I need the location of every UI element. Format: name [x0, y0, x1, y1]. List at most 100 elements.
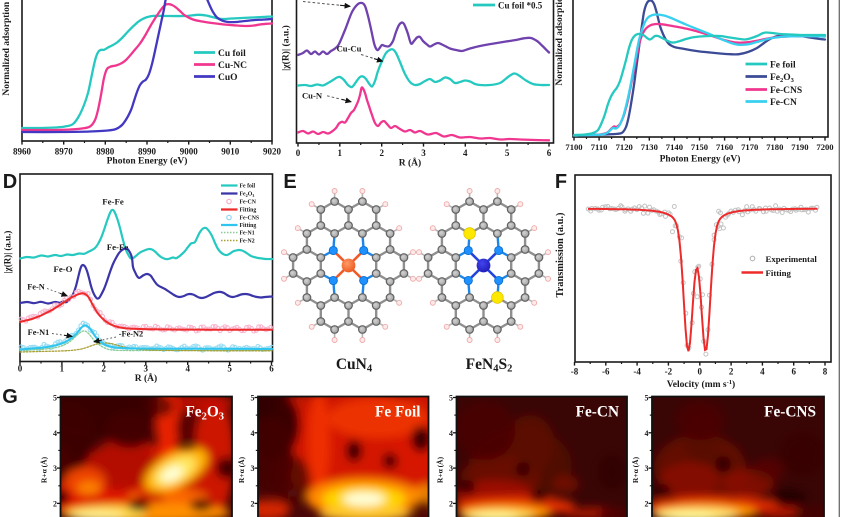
svg-text:G: G: [2, 386, 18, 408]
svg-text:Cu-Cu: Cu-Cu: [337, 44, 362, 54]
svg-text:-Fe-N2: -Fe-N2: [119, 330, 143, 339]
svg-text:CuO: CuO: [218, 73, 238, 83]
svg-text:Experimental: Experimental: [766, 254, 818, 264]
svg-text:3: 3: [144, 364, 149, 374]
svg-text:4: 4: [53, 429, 57, 438]
svg-text:Fe-Fe: Fe-Fe: [102, 197, 124, 207]
svg-text:5: 5: [53, 394, 57, 403]
svg-text:0: 0: [18, 364, 23, 374]
svg-text:Fe-O: Fe-O: [53, 264, 72, 274]
svg-text:Fitting: Fitting: [240, 223, 257, 229]
svg-text:5: 5: [251, 394, 255, 403]
svg-text:R (Å): R (Å): [135, 372, 157, 384]
svg-text:Fe-CNS: Fe-CNS: [240, 216, 260, 222]
svg-text:8990: 8990: [138, 147, 157, 157]
svg-text:2: 2: [449, 499, 453, 508]
svg-text:2: 2: [102, 364, 107, 374]
svg-text:CuN4: CuN4: [336, 356, 373, 375]
svg-text:E: E: [283, 171, 296, 193]
svg-text:|χ(R)| (a.u.): |χ(R)| (a.u.): [281, 25, 292, 71]
svg-text:3: 3: [251, 464, 255, 473]
svg-text:-6: -6: [602, 367, 610, 377]
svg-text:5: 5: [505, 148, 510, 158]
svg-text:R+α (Å): R+α (Å): [436, 456, 445, 483]
svg-text:R+α (Å): R+α (Å): [631, 456, 640, 483]
svg-text:Fe2O3: Fe2O3: [770, 73, 795, 84]
svg-text:Cu foil: Cu foil: [218, 49, 246, 59]
svg-text:Fe foil: Fe foil: [770, 60, 796, 70]
svg-text:8: 8: [823, 367, 828, 377]
svg-text:Fe2O3: Fe2O3: [240, 192, 255, 198]
svg-text:F: F: [555, 171, 567, 193]
svg-text:-4: -4: [633, 367, 641, 377]
svg-text:Fe2O3: Fe2O3: [185, 404, 224, 423]
svg-text:9020: 9020: [263, 147, 282, 157]
svg-text:1: 1: [338, 148, 343, 158]
svg-text:5: 5: [227, 364, 232, 374]
svg-text:R+α (Å): R+α (Å): [237, 456, 246, 483]
svg-text:4: 4: [185, 364, 190, 374]
svg-text:Fe-N: Fe-N: [27, 283, 45, 292]
svg-text:Fe-CN: Fe-CN: [240, 200, 257, 206]
svg-text:2: 2: [645, 499, 649, 508]
svg-text:-2: -2: [665, 367, 673, 377]
svg-text:7200: 7200: [816, 142, 833, 152]
svg-text:7100: 7100: [565, 142, 582, 152]
svg-text:2: 2: [729, 367, 734, 377]
svg-text:6: 6: [547, 148, 552, 158]
svg-text:Fe-CNS: Fe-CNS: [764, 404, 816, 421]
svg-text:D: D: [3, 171, 17, 193]
svg-text:Photon Energy (eV): Photon Energy (eV): [107, 156, 188, 167]
svg-text:Velocity (mm s-1): Velocity (mm s-1): [667, 379, 735, 390]
svg-text:Normalized adsorption (a.u.): Normalized adsorption (a.u.): [554, 0, 565, 86]
svg-text:7130: 7130: [641, 142, 658, 152]
svg-text:4: 4: [645, 429, 649, 438]
svg-text:2: 2: [379, 148, 384, 158]
svg-text:Fe Foil: Fe Foil: [375, 404, 420, 421]
svg-text:R (Å): R (Å): [399, 157, 421, 169]
svg-text:5: 5: [645, 394, 649, 403]
svg-text:8970: 8970: [55, 147, 74, 157]
svg-text:2: 2: [251, 499, 255, 508]
svg-text:Fe foil: Fe foil: [240, 184, 256, 190]
svg-text:Normalized adsorption (a.u.): Normalized adsorption (a.u.): [1, 0, 12, 96]
svg-text:Transmission (a.u.): Transmission (a.u.): [555, 213, 566, 298]
svg-text:5: 5: [449, 394, 453, 403]
svg-text:7180: 7180: [766, 142, 783, 152]
svg-text:0: 0: [698, 367, 703, 377]
svg-text:6: 6: [791, 367, 796, 377]
svg-text:3: 3: [449, 464, 453, 473]
svg-text:7110: 7110: [591, 142, 608, 152]
svg-text:Photon Energy (eV): Photon Energy (eV): [660, 154, 741, 165]
svg-text:0: 0: [296, 148, 301, 158]
svg-text:Fe-Fe: Fe-Fe: [107, 242, 129, 252]
svg-text:Fitting: Fitting: [240, 208, 257, 214]
svg-text:Fe-CN: Fe-CN: [770, 98, 797, 108]
svg-text:4: 4: [760, 367, 765, 377]
svg-text:7140: 7140: [666, 142, 683, 152]
svg-text:4: 4: [449, 429, 453, 438]
svg-text:1: 1: [60, 364, 65, 374]
svg-text:Cu-NC: Cu-NC: [218, 61, 247, 71]
svg-text:9000: 9000: [180, 147, 199, 157]
svg-text:Fe-N2: Fe-N2: [240, 239, 255, 245]
svg-text:|χ(R)| (a.u.): |χ(R)| (a.u.): [3, 231, 13, 274]
svg-text:Cu foil *0.5: Cu foil *0.5: [498, 0, 543, 10]
svg-text:Fe-CNS: Fe-CNS: [770, 86, 802, 96]
svg-text:-8: -8: [571, 367, 579, 377]
svg-text:FeN4S2: FeN4S2: [466, 356, 513, 375]
svg-text:4: 4: [251, 429, 255, 438]
svg-text:2: 2: [53, 499, 57, 508]
svg-text:7160: 7160: [716, 142, 733, 152]
svg-text:R+α (Å): R+α (Å): [40, 456, 49, 483]
svg-text:Fe-CN: Fe-CN: [576, 404, 619, 421]
svg-text:6: 6: [269, 364, 274, 374]
svg-text:Fe-N1: Fe-N1: [28, 328, 50, 337]
svg-text:8980: 8980: [96, 147, 115, 157]
svg-text:7170: 7170: [741, 142, 758, 152]
svg-text:Fitting: Fitting: [766, 268, 792, 278]
svg-text:4: 4: [463, 148, 468, 158]
svg-text:3: 3: [645, 464, 649, 473]
svg-text:9010: 9010: [221, 147, 240, 157]
svg-text:Cu-N: Cu-N: [302, 90, 323, 100]
